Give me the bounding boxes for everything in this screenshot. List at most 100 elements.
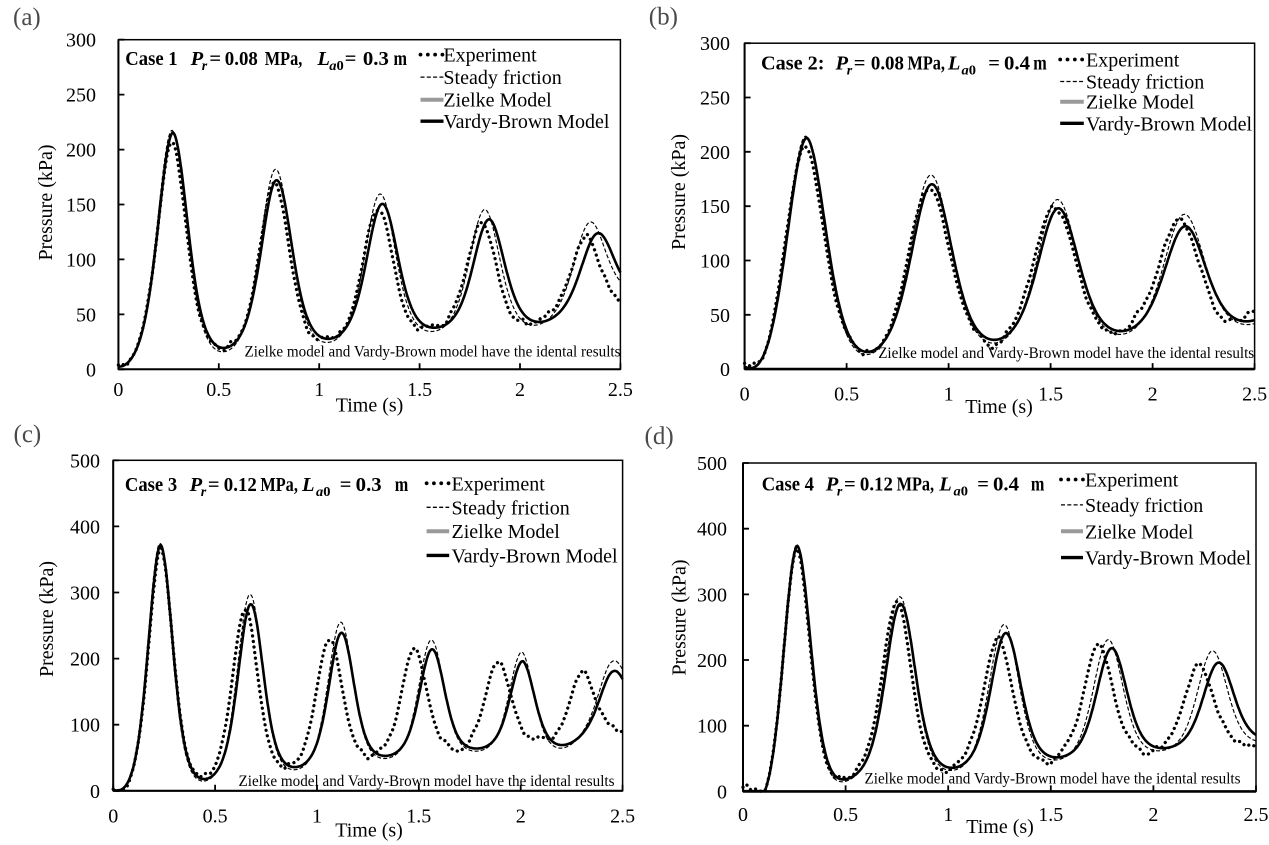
svg-text:250: 250	[66, 85, 96, 107]
svg-text:Steady friction: Steady friction	[452, 497, 570, 519]
svg-text:2.5: 2.5	[608, 379, 633, 401]
svg-text:400: 400	[70, 516, 100, 538]
svg-text:m: m	[1031, 474, 1045, 496]
svg-text:150: 150	[66, 195, 96, 217]
svg-text:Time (s): Time (s)	[335, 820, 403, 842]
svg-text:r: r	[837, 485, 843, 500]
svg-text:1.5: 1.5	[407, 379, 432, 401]
svg-text:0: 0	[740, 384, 750, 406]
svg-text:0.4: 0.4	[1004, 53, 1030, 75]
svg-text:300: 300	[70, 583, 100, 605]
svg-text:P: P	[190, 48, 204, 70]
svg-text:500: 500	[697, 453, 727, 475]
svg-text:2: 2	[515, 379, 525, 401]
svg-text:Zielke model and Vardy-Brown m: Zielke model and Vardy-Brown model have …	[865, 771, 1241, 788]
svg-text:r: r	[202, 59, 208, 74]
svg-text:0.3: 0.3	[363, 48, 389, 70]
svg-text:m: m	[1033, 53, 1047, 75]
svg-text:300: 300	[66, 30, 96, 52]
svg-text:200: 200	[70, 649, 100, 671]
svg-text:Vardy-Brown Model: Vardy-Brown Model	[443, 111, 610, 133]
svg-text:0: 0	[113, 379, 123, 401]
svg-text:(d): (d)	[645, 423, 674, 450]
svg-text:Pressure (kPa): Pressure (kPa)	[668, 134, 690, 250]
svg-text:100: 100	[697, 716, 727, 738]
svg-text:(a): (a)	[13, 4, 41, 31]
svg-text:Time (s): Time (s)	[965, 396, 1033, 418]
svg-text:Vardy-Brown Model: Vardy-Brown Model	[1085, 548, 1252, 570]
svg-text:a0: a0	[316, 485, 331, 500]
svg-text:200: 200	[700, 142, 730, 164]
svg-text:1: 1	[943, 804, 953, 826]
svg-text:MPa,: MPa,	[260, 474, 298, 496]
svg-text:L: L	[316, 48, 330, 70]
svg-text:Experiment: Experiment	[443, 45, 537, 67]
svg-text:Experiment: Experiment	[1085, 470, 1179, 492]
svg-text:Experiment: Experiment	[452, 473, 546, 495]
svg-text:300: 300	[697, 584, 727, 606]
svg-text:a0: a0	[954, 485, 969, 500]
svg-text:0.5: 0.5	[206, 379, 231, 401]
svg-text:=: =	[208, 474, 220, 496]
svg-text:(c): (c)	[14, 421, 42, 448]
svg-text:2.5: 2.5	[1244, 804, 1269, 826]
svg-text:0.3: 0.3	[356, 474, 382, 496]
svg-text:2: 2	[1148, 804, 1158, 826]
svg-text:500: 500	[70, 450, 100, 472]
svg-text:a0: a0	[962, 64, 977, 79]
svg-text:Zielke Model: Zielke Model	[452, 521, 561, 543]
svg-text:m: m	[395, 474, 409, 496]
svg-text:0.08: 0.08	[871, 53, 904, 75]
svg-text:0: 0	[86, 359, 96, 381]
svg-text:=: =	[209, 48, 221, 70]
svg-text:Vardy-Brown Model: Vardy-Brown Model	[452, 545, 619, 567]
svg-text:150: 150	[700, 196, 730, 218]
svg-text:0.5: 0.5	[834, 384, 859, 406]
svg-text:0: 0	[108, 806, 118, 828]
svg-text:0.12: 0.12	[224, 474, 257, 496]
svg-text:0: 0	[717, 781, 727, 803]
svg-text:1: 1	[944, 384, 954, 406]
svg-text:=: =	[340, 474, 352, 496]
svg-text:=: =	[345, 48, 357, 70]
svg-text:a0: a0	[329, 59, 344, 74]
svg-text:Time (s): Time (s)	[336, 395, 404, 417]
svg-text:Zielke model and Vardy-Brown m: Zielke model and Vardy-Brown model have …	[245, 344, 621, 361]
svg-text:L: L	[301, 474, 315, 496]
svg-text:300: 300	[700, 33, 730, 55]
svg-text:1.5: 1.5	[406, 806, 431, 828]
svg-text:=: =	[988, 53, 1000, 75]
svg-text:m: m	[394, 48, 408, 70]
svg-text:0.08: 0.08	[225, 48, 258, 70]
svg-text:100: 100	[70, 715, 100, 737]
svg-text:MPa,: MPa,	[897, 474, 935, 496]
svg-text:Pressure (kPa): Pressure (kPa)	[669, 559, 691, 675]
svg-text:P: P	[835, 53, 849, 75]
svg-text:Steady friction: Steady friction	[1086, 72, 1204, 94]
svg-text:250: 250	[700, 88, 730, 110]
svg-text:2.5: 2.5	[1242, 384, 1267, 406]
svg-text:Zielke Model: Zielke Model	[443, 90, 552, 112]
svg-text:Pressure (kPa): Pressure (kPa)	[36, 561, 58, 677]
svg-text:50: 50	[76, 304, 96, 326]
svg-text:Zielke model and Vardy-Brown m: Zielke model and Vardy-Brown model have …	[878, 345, 1254, 362]
svg-text:r: r	[847, 64, 853, 79]
svg-text:2.5: 2.5	[610, 806, 635, 828]
svg-text:P: P	[825, 474, 839, 496]
svg-text:50: 50	[710, 305, 730, 327]
svg-text:0: 0	[720, 359, 730, 381]
svg-text:0.5: 0.5	[203, 806, 228, 828]
svg-text:0.4: 0.4	[993, 474, 1019, 496]
svg-text:Case 2:: Case 2:	[761, 53, 825, 75]
svg-text:Zielke Model: Zielke Model	[1086, 92, 1195, 114]
svg-text:2: 2	[1148, 384, 1158, 406]
svg-text:0: 0	[90, 781, 100, 803]
svg-text:Time (s): Time (s)	[966, 816, 1034, 838]
svg-text:=: =	[977, 474, 989, 496]
svg-text:Case 4: Case 4	[762, 474, 814, 496]
svg-text:1: 1	[312, 806, 322, 828]
svg-text:100: 100	[700, 251, 730, 273]
svg-text:0: 0	[738, 804, 748, 826]
svg-text:200: 200	[66, 140, 96, 162]
svg-text:400: 400	[697, 519, 727, 541]
